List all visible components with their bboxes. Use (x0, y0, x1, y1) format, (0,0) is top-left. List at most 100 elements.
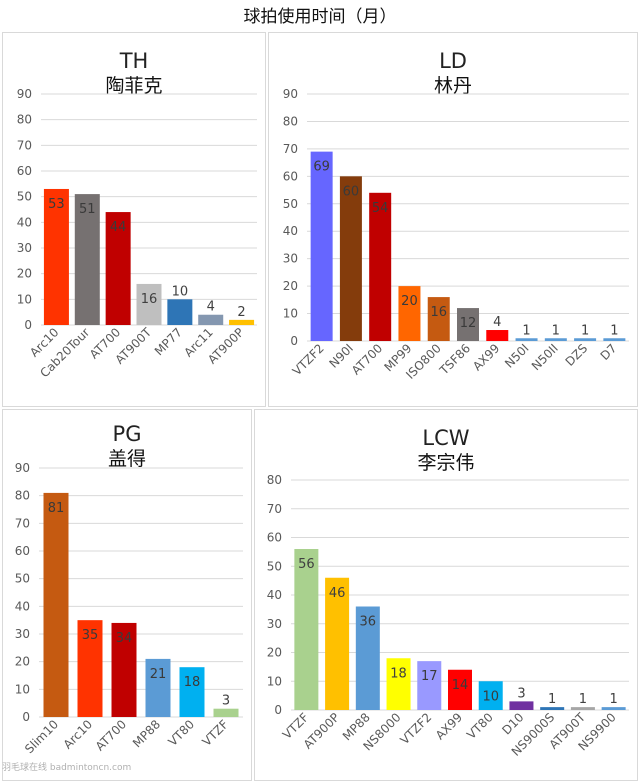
bar (145, 658, 171, 717)
bar (574, 338, 597, 341)
x-tick-label: D10 (499, 710, 526, 737)
x-tick-label: AT700 (349, 341, 385, 377)
bar (213, 708, 239, 717)
bar (294, 549, 319, 710)
y-tick-label: 0 (24, 318, 32, 332)
x-tick-label: VTZF (200, 717, 232, 749)
bar (398, 286, 421, 341)
y-tick-label: 20 (267, 646, 282, 660)
data-label: 16 (430, 305, 447, 320)
data-label: 20 (401, 294, 418, 309)
data-label: 81 (48, 501, 65, 516)
data-label: 44 (110, 220, 127, 235)
x-tick-label: VT80 (165, 717, 197, 749)
data-label: 35 (82, 628, 99, 643)
x-tick-label: D7 (598, 341, 620, 363)
y-tick-label: 60 (15, 544, 30, 558)
bar (339, 176, 362, 341)
bar (136, 283, 162, 325)
chart-panel-lcw: LCW 李宗伟 0 10 20 30 40 50 60 70 80 56 VTZF 46 AT900P 3… (254, 409, 638, 781)
x-tick-label: AX99 (470, 341, 502, 373)
x-tick-label: DZS (563, 341, 591, 369)
data-label: 21 (150, 667, 167, 682)
y-tick-label: 90 (15, 461, 30, 475)
bar (540, 707, 565, 710)
y-tick-label: 50 (267, 559, 282, 573)
chart-panel-th: TH 陶菲克 0 10 20 30 40 50 60 70 80 90 53 Arc10 51 Cab20… (2, 32, 266, 407)
bar (74, 194, 100, 325)
bar (105, 212, 131, 325)
bar (77, 620, 103, 717)
y-tick-label: 40 (283, 224, 298, 238)
y-tick-label: 90 (283, 87, 298, 101)
player-name: 林丹 (433, 75, 472, 97)
watermark: 羽毛球在线 badmintoncn.com (2, 763, 132, 773)
data-label: 60 (343, 184, 360, 199)
data-label: 46 (329, 586, 346, 601)
data-label: 10 (172, 284, 189, 299)
bar (111, 622, 137, 717)
y-tick-label: 10 (17, 292, 32, 306)
y-tick-label: 40 (267, 588, 282, 602)
main-title: 球拍使用时间（月） (243, 7, 397, 27)
bar (43, 492, 69, 717)
y-tick-label: 30 (15, 627, 30, 641)
y-tick-label: 80 (283, 114, 298, 128)
bar (310, 151, 333, 341)
y-tick-label: 50 (17, 190, 32, 204)
bar (457, 308, 479, 341)
x-tick-label: VT80 (464, 710, 496, 742)
data-label: 2 (237, 305, 245, 320)
y-tick-label: 50 (283, 197, 298, 211)
y-tick-label: 60 (17, 164, 32, 178)
data-label: 3 (517, 686, 525, 701)
data-label: 1 (522, 323, 530, 338)
bar (369, 192, 392, 341)
data-label: 3 (222, 694, 230, 709)
y-tick-label: 60 (283, 169, 298, 183)
data-label: 1 (579, 692, 587, 707)
bar-chart-pg: 010203040506070809081Slim1035Arc1034AT70… (15, 461, 243, 756)
bar (509, 701, 534, 710)
data-label: 69 (313, 160, 330, 175)
y-tick-label: 20 (17, 267, 32, 281)
bar-chart-lcw: 0102030405060708056VTZF46AT900P36MP8818N… (267, 473, 629, 759)
bar (601, 707, 626, 710)
bar (43, 188, 69, 325)
x-tick-label: AX99 (433, 710, 465, 742)
y-tick-label: 40 (17, 215, 32, 229)
y-tick-label: 80 (267, 473, 282, 487)
data-label: 4 (207, 300, 215, 315)
y-tick-label: 20 (15, 655, 30, 669)
bar (355, 606, 380, 710)
y-tick-label: 40 (15, 599, 30, 613)
data-label: 56 (298, 557, 315, 572)
y-tick-label: 60 (267, 531, 282, 545)
y-tick-label: 30 (283, 252, 298, 266)
bar-chart-ld: 010203040506070809069VTZF260N90I54AT7002… (283, 87, 629, 382)
data-label: 36 (360, 615, 377, 630)
x-tick-label: TSF86 (436, 341, 473, 378)
data-label: 1 (548, 692, 556, 707)
bar (486, 330, 509, 341)
bar (544, 338, 567, 341)
data-label: 4 (493, 315, 501, 330)
bar (325, 577, 350, 710)
y-tick-label: 20 (283, 279, 298, 293)
data-label: 14 (452, 678, 469, 693)
player-code: LCW (422, 426, 470, 450)
bar (515, 338, 538, 341)
bar (167, 299, 193, 325)
data-label: 16 (141, 292, 158, 307)
y-tick-label: 10 (15, 682, 30, 696)
player-code: TH (119, 49, 149, 73)
y-tick-label: 0 (22, 710, 30, 724)
data-label: 1 (581, 323, 589, 338)
y-tick-label: 0 (274, 703, 282, 717)
bar (570, 707, 595, 710)
y-tick-label: 90 (17, 87, 32, 101)
chart-panel-ld: LD 林丹 0 10 20 30 40 50 60 70 80 90 69 VTZF2 60 N90I 54… (268, 32, 638, 407)
x-tick-label: VTZF2 (397, 710, 434, 747)
y-tick-label: 80 (17, 113, 32, 127)
bar (603, 338, 626, 341)
